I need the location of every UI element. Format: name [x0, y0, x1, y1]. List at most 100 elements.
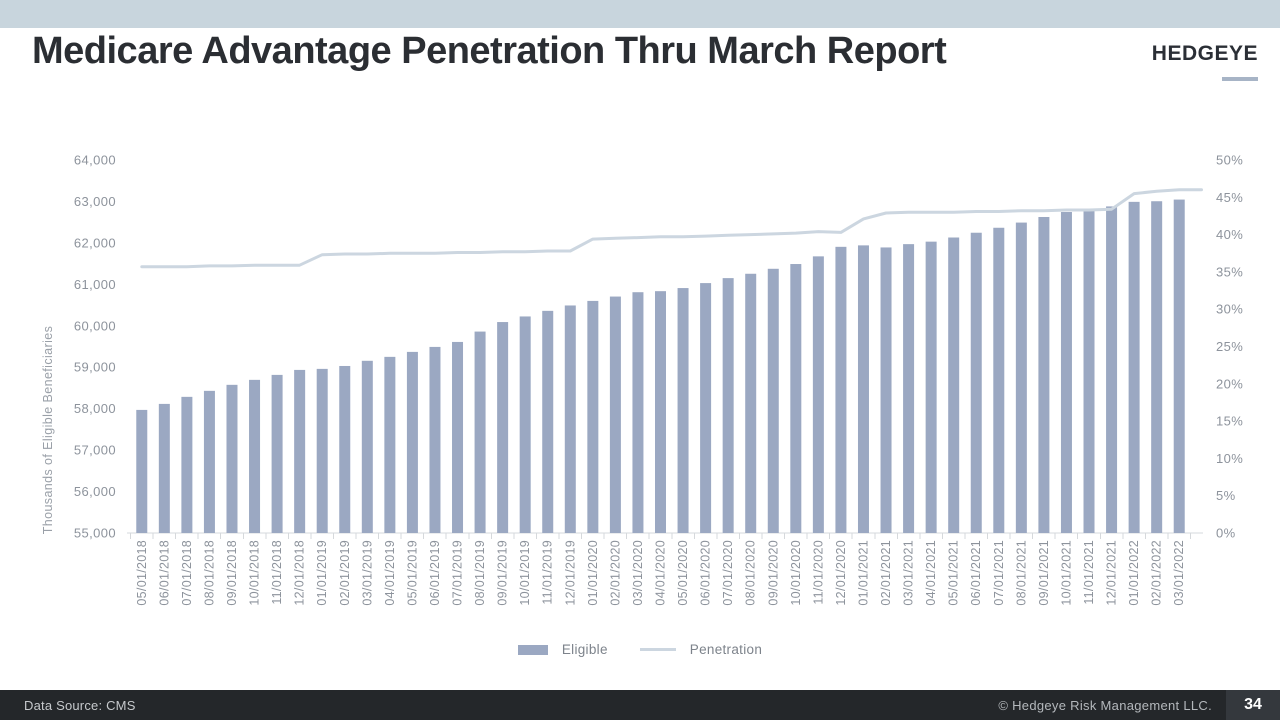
x-axis-label: 07/01/2018	[180, 540, 194, 606]
eligible-bar	[1173, 199, 1185, 533]
legend-line-swatch	[639, 648, 676, 651]
x-axis-label: 08/01/2020	[744, 540, 758, 606]
right-axis-tick-label: 10%	[1216, 451, 1243, 466]
eligible-bar	[519, 316, 531, 533]
copyright-label: © Hedgeye Risk Management LLC.	[998, 697, 1212, 713]
data-source-label: Data Source: CMS	[24, 697, 136, 713]
right-axis-tick-label: 5%	[1216, 488, 1236, 503]
eligible-bar	[700, 283, 712, 533]
eligible-bar	[632, 292, 644, 533]
eligible-bar	[542, 310, 554, 533]
x-axis-label: 10/01/2020	[789, 540, 803, 606]
x-axis-label: 04/01/2020	[654, 540, 668, 606]
x-axis-label: 05/01/2019	[405, 540, 419, 606]
x-axis-label: 02/01/2022	[1150, 540, 1164, 606]
left-axis-tick-label: 59,000	[74, 360, 116, 375]
eligible-bar	[497, 322, 509, 533]
eligible-bar	[993, 227, 1005, 533]
hedgeye-logo-text: HEDGEYE	[1151, 42, 1258, 65]
x-axis-label: 02/01/2021	[879, 540, 893, 606]
chart-legend: Eligible Penetration	[0, 642, 1280, 657]
eligible-bar	[609, 296, 621, 533]
x-axis-label: 01/01/2019	[315, 540, 329, 606]
eligible-bar	[677, 288, 689, 533]
page-number: 34	[1226, 690, 1280, 720]
penetration-line	[140, 188, 1203, 269]
eligible-bar	[406, 351, 418, 533]
eligible-bar	[587, 300, 599, 533]
eligible-bar	[1151, 201, 1163, 533]
x-axis-label: 07/01/2019	[451, 540, 465, 606]
x-axis-label: 10/01/2018	[248, 540, 262, 606]
left-axis-tick-label: 64,000	[74, 153, 116, 168]
x-axis-label: 07/01/2021	[992, 540, 1006, 606]
x-axis-label: 05/01/2018	[135, 540, 149, 606]
eligible-bar	[857, 245, 869, 533]
combo-chart: 64,000 63,000 62,000 61,000 60,000 59,000 58,0…	[41, 153, 1243, 606]
left-axis-tick-label: 55,000	[74, 526, 116, 541]
eligible-bar	[1128, 201, 1140, 533]
legend-label-penetration: Penetration	[689, 642, 763, 657]
eligible-bar	[294, 369, 306, 533]
eligible-bar	[903, 244, 915, 533]
x-axis-label: 02/01/2019	[338, 540, 352, 606]
hedgeye-logo: HEDGEYE	[1152, 42, 1258, 81]
left-axis-tick-label: 57,000	[74, 443, 116, 458]
eligible-bar	[452, 341, 464, 533]
x-axis-label: 12/01/2021	[1105, 540, 1119, 606]
x-axis-label: 10/01/2019	[518, 540, 532, 606]
x-axis-label: 12/01/2019	[563, 540, 577, 606]
x-axis-label: 08/01/2019	[473, 540, 487, 606]
x-axis-label: 03/01/2019	[360, 540, 374, 606]
legend-bar-swatch	[517, 644, 548, 655]
x-axis-label: 12/01/2020	[834, 540, 848, 606]
x-axis-label: 08/01/2018	[202, 540, 216, 606]
left-axis-tick-label: 61,000	[74, 277, 116, 292]
eligible-bar	[948, 237, 960, 534]
eligible-bar	[767, 268, 779, 533]
left-axis-tick-label: 56,000	[74, 484, 116, 499]
x-axis-label: 12/01/2018	[293, 540, 307, 606]
eligible-bar	[203, 390, 215, 533]
x-axis-label: 03/01/2022	[1172, 540, 1186, 606]
eligible-bar	[181, 396, 193, 533]
logo-underline	[1222, 77, 1258, 81]
eligible-bar	[1015, 222, 1027, 533]
eligible-bar	[316, 368, 328, 533]
eligible-bar	[1038, 216, 1050, 533]
right-axis-tick-label: 50%	[1216, 153, 1243, 168]
right-axis-tick-label: 40%	[1216, 227, 1243, 242]
right-axis-tick-label: 15%	[1216, 414, 1243, 429]
x-axis-label: 08/01/2021	[1014, 540, 1028, 606]
eligible-bar	[384, 356, 396, 533]
x-axis-label: 09/01/2018	[225, 540, 239, 606]
right-axis-tick-label: 0%	[1216, 526, 1236, 541]
right-axis-tick-label: 25%	[1216, 339, 1243, 354]
eligible-bar	[226, 384, 238, 533]
x-axis-label: 04/01/2021	[924, 540, 938, 606]
eligible-bar	[249, 379, 261, 533]
eligible-bar	[1083, 210, 1095, 533]
right-axis-tick-label: 45%	[1216, 190, 1243, 205]
footer-bar: Data Source: CMS © Hedgeye Risk Manageme…	[0, 690, 1280, 720]
eligible-bar	[722, 278, 734, 533]
eligible-bar	[745, 273, 757, 533]
left-axis-tick-label: 60,000	[74, 318, 116, 333]
x-axis-label: 06/01/2019	[428, 540, 442, 606]
page-title: Medicare Advantage Penetration Thru Marc…	[32, 30, 947, 72]
left-axis-title: Thousands of Eligible Beneficiaries	[41, 326, 55, 535]
x-axis-label: 06/01/2021	[969, 540, 983, 606]
x-axis-label: 07/01/2020	[721, 540, 735, 606]
x-axis-label: 09/01/2019	[496, 540, 510, 606]
x-axis-label: 11/01/2018	[270, 540, 284, 605]
eligible-bar	[429, 346, 441, 533]
eligible-bar	[835, 246, 847, 533]
eligible-bar	[880, 247, 892, 533]
right-axis-tick-label: 30%	[1216, 302, 1243, 317]
x-axis-label: 02/01/2020	[608, 540, 622, 606]
eligible-bar	[136, 409, 148, 533]
left-axis-tick-label: 62,000	[74, 235, 116, 250]
left-axis-tick-label: 58,000	[74, 401, 116, 416]
x-axis-label: 05/01/2021	[947, 540, 961, 606]
eligible-bar	[812, 256, 824, 533]
